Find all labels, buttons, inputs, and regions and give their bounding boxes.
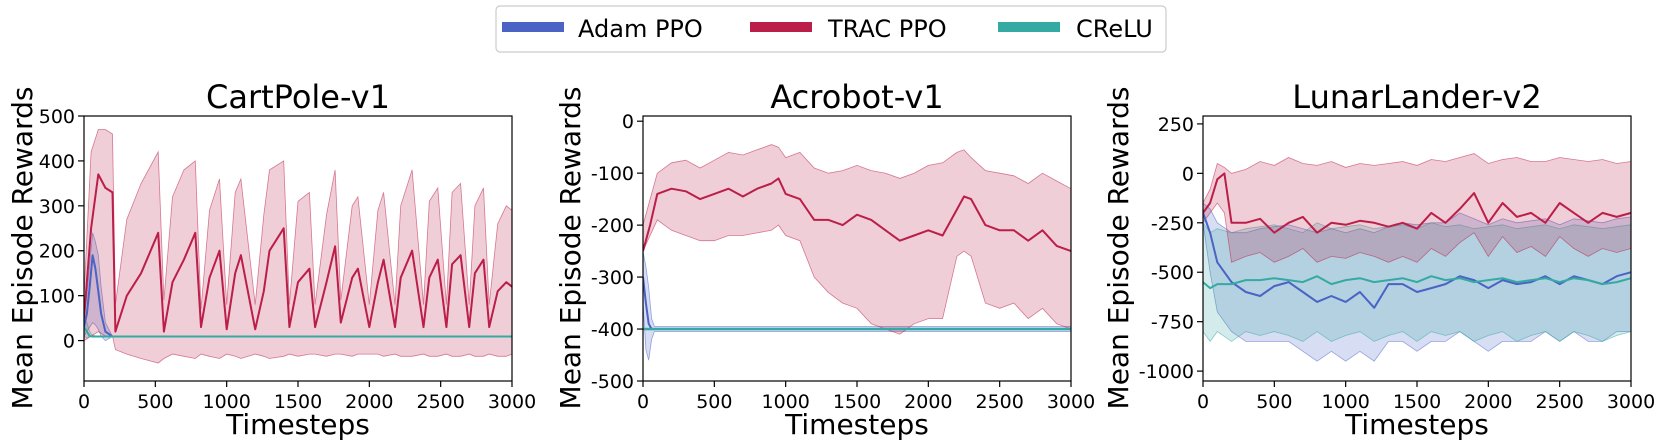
y-tick-label: 400 — [39, 151, 75, 173]
chart-title: CartPole-v1 — [206, 78, 390, 116]
legend-frame — [495, 5, 1167, 53]
legend: Adam PPO TRAC PPO CReLU — [495, 5, 1167, 53]
panel-lunarlander: LunarLander-v2 Timesteps Mean Episode Re… — [1102, 78, 1655, 441]
legend-label-crelu: CReLU — [1076, 15, 1153, 43]
series-line-trac-ppo — [643, 177, 1071, 253]
y-tick-label: 300 — [39, 196, 75, 218]
plot-frame — [642, 115, 1072, 382]
x-tick-label: 500 — [1256, 391, 1292, 413]
x-tick-label: 2000 — [1464, 391, 1512, 413]
chart-title: LunarLander-v2 — [1292, 78, 1541, 116]
y-tick-label: 250 — [1158, 114, 1194, 136]
y-tick-label: 100 — [39, 286, 75, 308]
tick-layer: 0 500 1000 1500 2000 2500 3000 0 -100 -200 -300 -40… — [591, 111, 1095, 413]
legend-label-trac-ppo: TRAC PPO — [827, 15, 947, 43]
y-axis-label: Mean Episode Rewards — [554, 87, 587, 410]
legend-label-adam-ppo: Adam PPO — [578, 15, 703, 43]
series-line-adam-ppo — [1203, 212, 1631, 309]
y-axis-label: Mean Episode Rewards — [6, 87, 39, 410]
y-tick-label: -500 — [591, 371, 634, 393]
x-tick-label: 2000 — [345, 391, 393, 413]
x-axis-label: Timesteps — [225, 408, 370, 441]
x-tick-label: 500 — [137, 391, 173, 413]
y-tick-label: -750 — [1151, 312, 1194, 334]
plot-frame — [1202, 115, 1632, 382]
series-line-crelu — [84, 326, 512, 338]
y-tick-label: -250 — [1151, 213, 1194, 235]
x-axis-label: Timesteps — [784, 408, 929, 441]
x-tick-label: 2000 — [904, 391, 952, 413]
y-tick-label: -1000 — [1139, 361, 1194, 383]
x-tick-label: 3000 — [488, 391, 536, 413]
legend-swatch-trac-ppo — [750, 22, 812, 32]
x-tick-label: 2500 — [1535, 391, 1583, 413]
tick-layer: 0 500 1000 1500 2000 2500 3000 0 100 200 300 400 500 — [39, 106, 536, 413]
series-layer — [1203, 153, 1631, 362]
x-tick-label: 0 — [1197, 391, 1209, 413]
legend-swatch-crelu — [998, 22, 1060, 32]
x-tick-label: 1500 — [833, 391, 881, 413]
panel-acrobot: Acrobot-v1 Timesteps Mean Episode Reward… — [554, 78, 1095, 441]
band-trac-ppo — [643, 144, 1071, 335]
chart-title: Acrobot-v1 — [770, 78, 943, 116]
series-line-trac-ppo — [1203, 172, 1631, 234]
x-tick-label: 1000 — [1321, 391, 1369, 413]
tick-layer: 0 500 1000 1500 2000 2500 30002500-250-500-750… — [1139, 114, 1655, 413]
band-trac-ppo — [84, 129, 512, 364]
x-tick-label: 1500 — [274, 391, 322, 413]
x-tick-label: 1000 — [761, 391, 809, 413]
y-tick-label: -200 — [591, 215, 634, 237]
x-tick-label: 0 — [78, 391, 90, 413]
x-tick-label: 1000 — [202, 391, 250, 413]
y-axis-label: Mean Episode Rewards — [1102, 87, 1135, 410]
legend-swatch-adam-ppo — [502, 22, 564, 32]
panel-cartpole: CartPole-v1 Timesteps Mean Episode Rewar… — [6, 78, 536, 441]
x-tick-label: 1500 — [1393, 391, 1441, 413]
x-tick-label: 500 — [696, 391, 732, 413]
y-tick-label: 0 — [1182, 163, 1194, 185]
series-layer — [84, 129, 512, 364]
x-tick-label: 3000 — [1047, 391, 1095, 413]
series-layer — [643, 144, 1071, 361]
series-line-trac-ppo — [84, 173, 512, 333]
plot-frame — [83, 115, 513, 382]
band-adam-ppo — [643, 251, 1071, 361]
x-tick-label: 0 — [637, 391, 649, 413]
series-line-adam-ppo — [84, 254, 512, 338]
x-tick-label: 2500 — [975, 391, 1023, 413]
x-axis-label: Timesteps — [1344, 408, 1489, 441]
y-tick-label: -500 — [1151, 262, 1194, 284]
y-tick-label: 0 — [63, 331, 75, 353]
series-line-crelu — [1203, 275, 1631, 290]
y-tick-label: 500 — [39, 106, 75, 128]
y-tick-label: 0 — [622, 111, 634, 133]
y-tick-label: -400 — [591, 319, 634, 341]
x-tick-label: 3000 — [1607, 391, 1655, 413]
band-trac-ppo — [1203, 153, 1631, 263]
y-tick-label: -100 — [591, 163, 634, 185]
x-tick-label: 2500 — [416, 391, 464, 413]
y-tick-label: 200 — [39, 241, 75, 263]
y-tick-label: -300 — [591, 267, 634, 289]
